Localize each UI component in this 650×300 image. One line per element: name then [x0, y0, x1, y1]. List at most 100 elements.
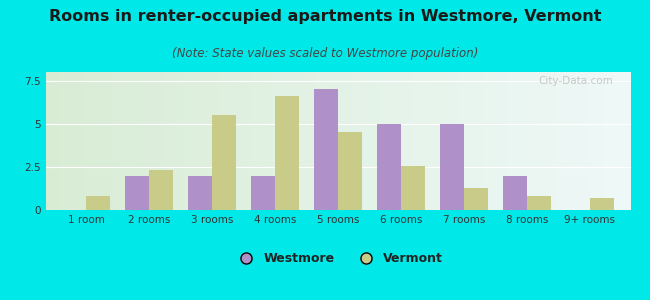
Bar — [514, 72, 516, 210]
Bar — [275, 96, 299, 210]
Bar — [610, 72, 613, 210]
Bar — [72, 72, 75, 210]
Bar — [455, 72, 458, 210]
Bar — [233, 72, 236, 210]
Bar — [490, 72, 493, 210]
Bar — [145, 72, 148, 210]
Bar — [560, 72, 563, 210]
Bar — [250, 72, 254, 210]
Bar — [537, 72, 540, 210]
Bar — [396, 72, 399, 210]
Bar — [218, 72, 221, 210]
Bar — [209, 72, 212, 210]
Bar — [98, 72, 101, 210]
Bar — [188, 72, 192, 210]
Bar — [402, 72, 406, 210]
Bar — [239, 72, 242, 210]
Bar — [616, 72, 619, 210]
Bar — [554, 72, 558, 210]
Text: (Note: State values scaled to Westmore population): (Note: State values scaled to Westmore p… — [172, 46, 478, 59]
Bar — [598, 72, 601, 210]
Bar — [458, 72, 461, 210]
Bar — [411, 72, 414, 210]
Bar — [101, 72, 104, 210]
Bar — [572, 72, 575, 210]
Bar — [130, 72, 133, 210]
Bar — [408, 72, 411, 210]
Bar — [312, 72, 315, 210]
Bar — [440, 124, 464, 210]
Bar — [221, 72, 224, 210]
Bar — [309, 72, 312, 210]
Bar — [437, 72, 441, 210]
Bar — [558, 72, 560, 210]
Bar — [584, 72, 586, 210]
Bar — [172, 72, 174, 210]
Bar — [499, 72, 502, 210]
Bar — [526, 196, 551, 210]
Bar — [338, 132, 362, 210]
Bar — [406, 72, 408, 210]
Bar — [365, 72, 367, 210]
Bar — [525, 72, 528, 210]
Bar — [463, 72, 467, 210]
Bar — [523, 72, 525, 210]
Bar — [435, 72, 437, 210]
Bar — [621, 72, 625, 210]
Bar — [367, 72, 370, 210]
Bar — [142, 72, 145, 210]
Bar — [183, 72, 186, 210]
Bar — [382, 72, 385, 210]
Bar — [227, 72, 230, 210]
Bar — [475, 72, 478, 210]
Bar — [168, 72, 172, 210]
Bar — [247, 72, 250, 210]
Bar — [265, 72, 268, 210]
Bar — [230, 72, 233, 210]
Bar — [57, 72, 60, 210]
Bar — [417, 72, 420, 210]
Bar — [503, 176, 526, 210]
Bar — [551, 72, 554, 210]
Bar — [150, 170, 173, 210]
Bar — [251, 176, 275, 210]
Bar — [174, 72, 177, 210]
Bar — [318, 72, 320, 210]
Bar — [256, 72, 259, 210]
Bar — [341, 72, 344, 210]
Bar — [595, 72, 598, 210]
Bar — [49, 72, 51, 210]
Bar — [359, 72, 361, 210]
Bar — [370, 72, 373, 210]
Bar — [86, 72, 90, 210]
Bar — [92, 72, 96, 210]
Bar — [563, 72, 566, 210]
Bar — [496, 72, 499, 210]
Bar — [104, 72, 107, 210]
Bar — [262, 72, 265, 210]
Bar — [203, 72, 207, 210]
Bar — [356, 72, 359, 210]
Bar — [186, 72, 189, 210]
Bar — [198, 72, 200, 210]
Bar — [46, 72, 49, 210]
Bar — [157, 72, 160, 210]
Bar — [528, 72, 531, 210]
Bar — [467, 72, 469, 210]
Bar — [452, 72, 455, 210]
Bar — [338, 72, 341, 210]
Bar — [122, 72, 125, 210]
Bar — [569, 72, 572, 210]
Bar — [373, 72, 376, 210]
Bar — [96, 72, 98, 210]
Bar — [253, 72, 256, 210]
Bar — [60, 72, 63, 210]
Bar — [613, 72, 616, 210]
Bar — [593, 72, 595, 210]
Bar — [259, 72, 262, 210]
Bar — [306, 72, 309, 210]
Bar — [399, 72, 402, 210]
Bar — [294, 72, 297, 210]
Bar — [314, 89, 338, 210]
Bar — [224, 72, 227, 210]
